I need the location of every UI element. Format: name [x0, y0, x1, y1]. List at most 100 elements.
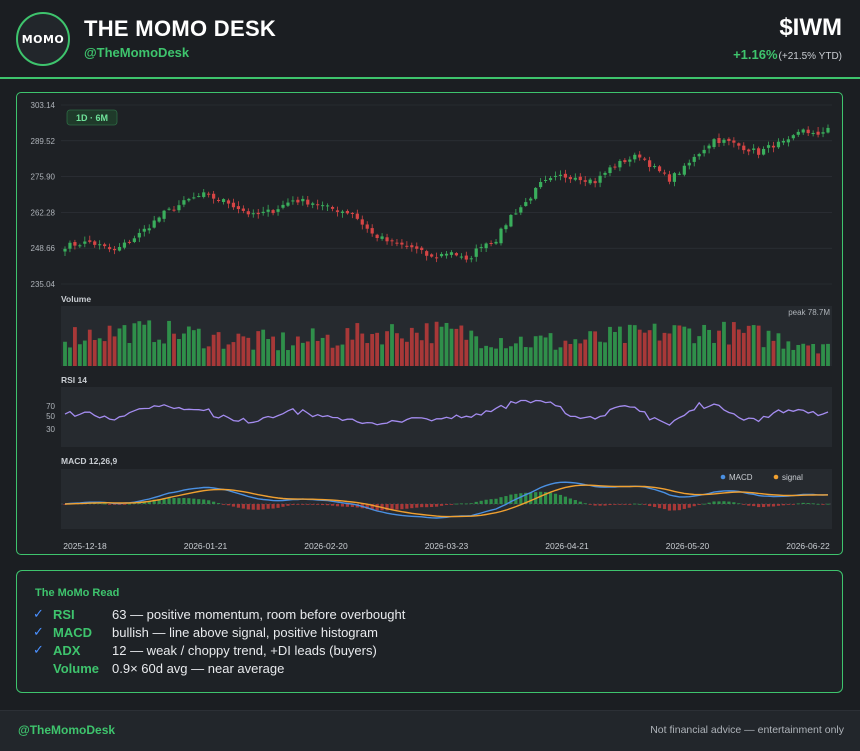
candle-body [335, 210, 340, 212]
volume-bar [340, 344, 345, 366]
macd-histogram-bar [494, 498, 498, 504]
volume-bar [702, 324, 707, 366]
volume-bar [310, 328, 315, 366]
macd-histogram-bar [771, 504, 776, 507]
candle-body [821, 132, 825, 134]
price-tick-label: 248.66 [31, 244, 56, 253]
volume-bar [409, 327, 414, 366]
candle-body [68, 242, 72, 249]
brand-handle[interactable]: @TheMomoDesk [84, 45, 190, 60]
candle-body [826, 127, 830, 133]
candle-body [345, 210, 350, 214]
macd-histogram-bar [479, 500, 483, 504]
candle-body [241, 208, 245, 211]
read-text: 63 — positive momentum, room before over… [112, 606, 406, 622]
price-tick-label: 235.04 [31, 280, 56, 289]
volume-bar [87, 329, 92, 366]
read-label: Volume [53, 660, 99, 676]
volume-bar [256, 331, 261, 366]
candle-body [330, 206, 335, 209]
volume-bar [801, 343, 806, 366]
candle-body [539, 181, 543, 188]
volume-bar [672, 325, 677, 366]
rsi-line [64, 399, 829, 426]
volume-bar [385, 331, 389, 366]
volume-bar [746, 325, 751, 366]
volume-bar [355, 323, 360, 366]
volume-bar [657, 340, 662, 366]
macd-histogram-bar [316, 504, 320, 505]
candle-body [692, 156, 696, 162]
ticker-symbol: $IWM [779, 14, 842, 41]
macd-histogram-bar [207, 500, 211, 504]
candle-body [340, 211, 345, 213]
macd-histogram-bar [216, 503, 221, 504]
macd-histogram-bar [167, 497, 171, 504]
volume-bar [489, 347, 493, 366]
volume-bar [271, 336, 275, 366]
volume-bar [513, 343, 518, 366]
macd-histogram-bar [365, 504, 369, 510]
volume-bar [122, 325, 127, 366]
macd-histogram-bar [187, 498, 191, 504]
macd-histogram-bar [464, 503, 468, 505]
chart-panel: 303.14 289.52 275.90 262.28 248.66 235.04 1D … [16, 92, 843, 555]
candle-body [103, 244, 107, 247]
volume-bar [613, 331, 617, 366]
volume-bar [573, 339, 578, 366]
candle-body [702, 149, 706, 154]
volume-bar [68, 347, 72, 366]
volume-bar [523, 347, 528, 366]
candle-body [717, 138, 721, 144]
x-tick-label: 2025-12-18 [63, 541, 107, 551]
rsi-tick-30: 30 [46, 425, 55, 434]
volume-bar [474, 336, 479, 366]
volume-bar [191, 330, 196, 366]
candle-body [464, 255, 468, 260]
candle-body [117, 247, 122, 251]
candle-body [127, 241, 132, 243]
macd-histogram-bar [543, 492, 548, 504]
volume-peak-label: peak 78.7M [788, 308, 830, 317]
macd-histogram-bar [375, 504, 379, 511]
candle-body [306, 199, 310, 205]
macd-histogram-bar [672, 504, 677, 511]
macd-histogram-bar [662, 504, 667, 510]
volume-bar [211, 334, 216, 366]
candle-body [568, 177, 572, 180]
macd-histogram-bar [117, 504, 122, 505]
macd-histogram-bar [296, 504, 300, 505]
macd-histogram-bar [266, 504, 270, 509]
volume-title: Volume [61, 294, 91, 304]
volume-bar [152, 342, 157, 366]
volume-bar [196, 328, 201, 366]
candle-body [747, 149, 751, 152]
volume-bar [697, 336, 702, 366]
candle-body [806, 129, 810, 134]
read-text: bullish — line above signal, positive hi… [112, 624, 378, 640]
candle-body [657, 166, 662, 172]
volume-bar [82, 340, 87, 366]
candle-body [548, 178, 553, 181]
chart-svg: 303.14 289.52 275.90 262.28 248.66 235.04 1D … [31, 101, 832, 551]
volume-bar [157, 339, 162, 366]
candle-body [524, 202, 528, 206]
macd-histogram-bar [177, 498, 181, 504]
volume-bar [142, 324, 147, 366]
macd-histogram-bar [291, 504, 295, 505]
volume-bar [781, 348, 786, 366]
footer-handle[interactable]: @TheMomoDesk [18, 723, 116, 737]
volume-bar [528, 347, 533, 366]
macd-histogram-bar [63, 504, 67, 505]
macd-histogram-bar [434, 504, 439, 507]
candle-body [301, 198, 305, 202]
candle-body [479, 247, 483, 249]
macd-histogram-bar [578, 501, 582, 504]
candle-body [732, 140, 736, 143]
volume-bar [73, 327, 77, 366]
macd-histogram-bar [415, 504, 419, 508]
volume-bar [246, 337, 251, 366]
volume-bar [444, 322, 449, 366]
macd-histogram-bar [539, 491, 543, 504]
candle-body [83, 241, 87, 244]
